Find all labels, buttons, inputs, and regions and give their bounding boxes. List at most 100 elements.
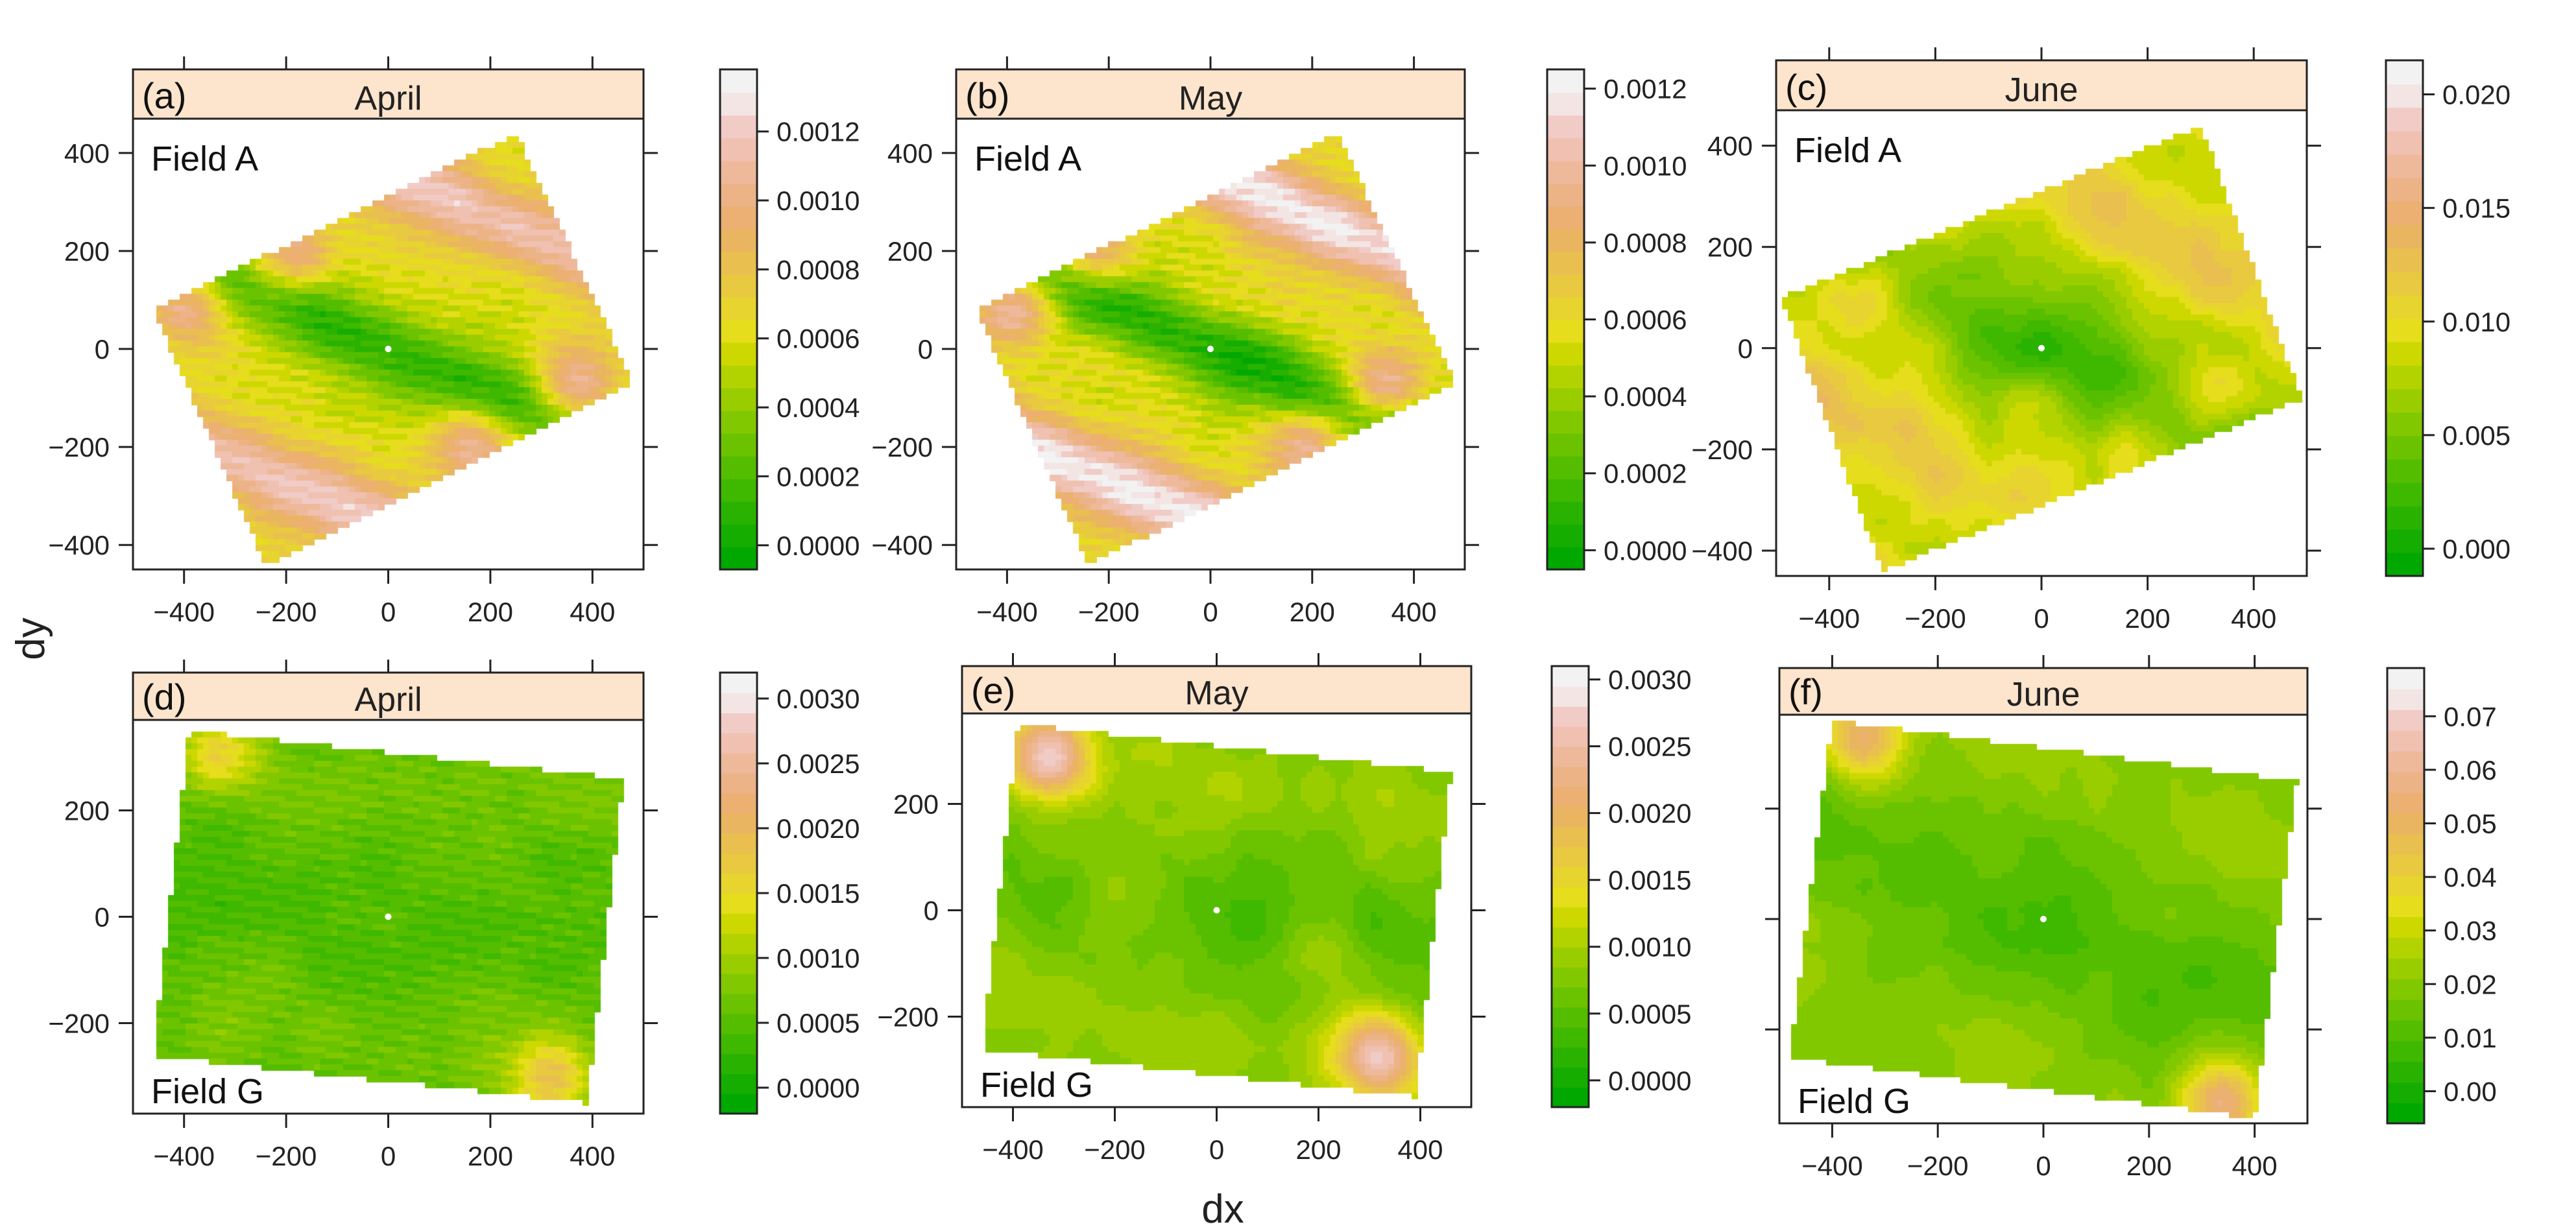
x-tick-label: −400	[153, 1141, 215, 1171]
colorbar-band	[1552, 1067, 1589, 1088]
panel-c: June (c) Field A −400 −200 0 200 400 −400 −200 0 20…	[1691, 47, 2510, 634]
colorbar-band	[1547, 478, 1584, 502]
panel-label: (a)	[142, 75, 186, 116]
origin-point	[2038, 344, 2045, 352]
colorbar-band	[2386, 130, 2423, 155]
colorbar-band	[2386, 388, 2423, 413]
colorbar-band	[1552, 766, 1589, 787]
y-tick-label: 200	[64, 236, 110, 267]
field-label: Field G	[1798, 1082, 1910, 1121]
colorbar-band	[2386, 84, 2423, 108]
colorbar-tick-label: 0.020	[2442, 80, 2510, 110]
colorbar-tick-label: 0.015	[2442, 193, 2510, 224]
colorbar-band	[720, 69, 757, 93]
colorbar-band	[720, 160, 757, 184]
origin-point	[1207, 346, 1214, 353]
colorbar-band	[1552, 826, 1589, 848]
colorbar-band	[720, 712, 757, 734]
colorbar-band	[1547, 228, 1584, 252]
colorbar-band	[2387, 1103, 2424, 1124]
x-tick-label: 200	[468, 1141, 513, 1171]
y-tick-label: −400	[48, 530, 110, 560]
colorbar-band	[1552, 1027, 1589, 1048]
colorbar-band	[720, 853, 757, 874]
x-tick-label: −200	[1907, 1151, 1969, 1181]
strip	[132, 671, 645, 721]
x-tick-label: 0	[2036, 1151, 2051, 1181]
colorbar-band	[2386, 412, 2423, 436]
colorbar-band	[2387, 957, 2424, 979]
x-tick-label: 400	[1391, 597, 1437, 627]
y-tick-label: 0	[95, 334, 110, 365]
colorbar-band	[2386, 459, 2423, 483]
colorbar-tick-label: 0.0010	[776, 943, 860, 974]
x-tick-label: 400	[2231, 603, 2276, 634]
y-tick-label: −200	[48, 432, 110, 462]
colorbar-tick-label: 0.0010	[1604, 150, 1687, 181]
colorbar-tick-label: 0.000	[2442, 534, 2510, 564]
colorbar-band	[1547, 69, 1584, 93]
y-tick-label: 200	[1707, 232, 1753, 263]
strip-label: April	[354, 80, 422, 117]
y-tick-label: −200	[871, 432, 933, 462]
colorbar-band	[720, 913, 757, 934]
y-tick-label: −400	[1691, 536, 1753, 566]
y-tick-label: 0	[95, 902, 110, 933]
colorbar-band	[720, 1033, 757, 1055]
colorbar-tick-label: 0.03	[2444, 916, 2497, 946]
colorbar-band	[1552, 1007, 1589, 1028]
x-tick-label: 400	[2232, 1151, 2278, 1181]
y-tick-label: 400	[887, 138, 933, 169]
colorbar-band	[1552, 1087, 1589, 1108]
colorbar-band	[2387, 916, 2424, 938]
x-tick-label: 200	[1295, 1134, 1341, 1165]
x-tick-label: 400	[570, 1141, 615, 1171]
colorbar-band	[720, 478, 757, 502]
panel-label: (f)	[1788, 671, 1823, 712]
colorbar-band	[720, 433, 757, 457]
colorbar-frame	[2386, 667, 2426, 1125]
colorbar-band	[720, 752, 757, 774]
panel-b: May (b) Field A −400 −200 0 200 400 −400 −200 0 200…	[871, 56, 1687, 627]
colorbar-tick-label: 0.0000	[1608, 1066, 1691, 1096]
colorbar-tick-label: 0.0015	[776, 878, 860, 909]
colorbar-band	[1552, 926, 1589, 948]
panel-a: April (a) Field A −400 −200 0 200 400 −400 −200 0 2…	[48, 56, 860, 627]
colorbar-band	[1547, 319, 1584, 343]
strip	[132, 68, 645, 120]
colorbar-tick-label: 0.02	[2444, 969, 2497, 999]
colorbar-band	[720, 692, 757, 713]
colorbar-band	[2387, 688, 2424, 710]
colorbar-band	[1547, 501, 1584, 525]
colorbar-band	[1552, 966, 1589, 988]
colorbar-band	[720, 1053, 757, 1075]
colorbar-band	[1552, 806, 1589, 828]
colorbar-band	[1547, 160, 1584, 184]
colorbar-tick-label: 0.0000	[1604, 535, 1687, 566]
colorbar-band	[720, 387, 757, 411]
field-label: Field A	[974, 139, 1081, 178]
colorbar-tick-label: 0.06	[2444, 755, 2497, 785]
figure-ylabel: dy	[8, 617, 53, 660]
colorbar-band	[1552, 726, 1589, 747]
colorbar-tick-label: 0.0025	[1608, 732, 1691, 762]
x-tick-label: 200	[1290, 597, 1335, 627]
colorbar-band	[720, 206, 757, 230]
x-tick-label: −400	[153, 597, 215, 627]
colorbar-tick-label: 0.00	[2444, 1076, 2497, 1106]
colorbar-band	[1547, 115, 1584, 139]
y-tick-label: 0	[918, 334, 933, 365]
colorbar-band	[1547, 92, 1584, 116]
x-tick-label: 0	[1203, 597, 1218, 627]
colorbar-band	[2386, 107, 2423, 132]
colorbar-band	[720, 1073, 757, 1095]
colorbar-band	[1552, 986, 1589, 1008]
colorbar-tick-label: 0.0005	[776, 1008, 860, 1038]
colorbar-band	[720, 893, 757, 914]
x-tick-label: 0	[1209, 1134, 1224, 1165]
x-tick-label: 0	[381, 597, 396, 627]
colorbar-band	[2386, 154, 2423, 178]
y-tick-label: −200	[877, 1002, 939, 1033]
x-tick-label: −400	[976, 597, 1038, 627]
x-tick-label: 0	[381, 1141, 396, 1171]
